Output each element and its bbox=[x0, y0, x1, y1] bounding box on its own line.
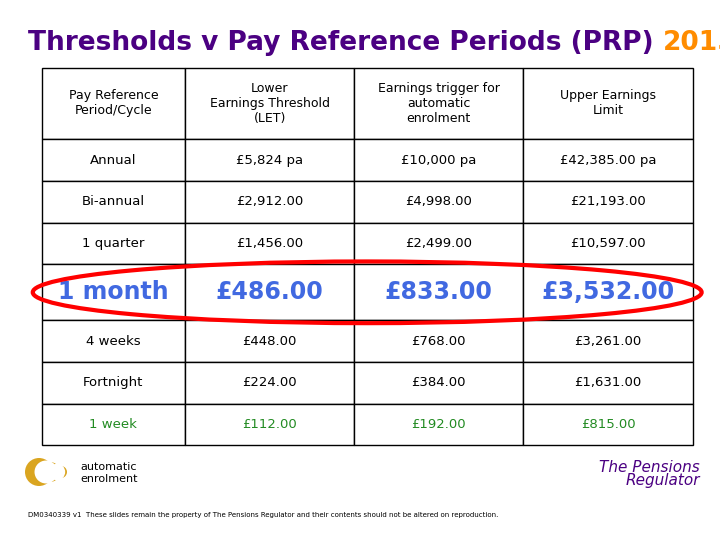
Text: £448.00: £448.00 bbox=[243, 335, 297, 348]
Text: £486.00: £486.00 bbox=[216, 280, 323, 305]
Text: 1 quarter: 1 quarter bbox=[82, 237, 145, 250]
Text: £2,499.00: £2,499.00 bbox=[405, 237, 472, 250]
Text: Lower
Earnings Threshold
(LET): Lower Earnings Threshold (LET) bbox=[210, 82, 330, 125]
Bar bbox=[185, 404, 354, 446]
Text: DM0340339 v1  These slides remain the property of The Pensions Regulator and the: DM0340339 v1 These slides remain the pro… bbox=[28, 512, 498, 518]
Text: 1 week: 1 week bbox=[89, 418, 138, 431]
Text: Regulator: Regulator bbox=[626, 474, 700, 489]
Text: £3,532.00: £3,532.00 bbox=[541, 280, 675, 305]
Bar bbox=[523, 68, 693, 139]
Bar bbox=[354, 222, 523, 265]
Bar bbox=[185, 181, 354, 222]
Bar bbox=[523, 181, 693, 222]
Bar bbox=[354, 181, 523, 222]
Text: Fortnight: Fortnight bbox=[84, 376, 143, 389]
Circle shape bbox=[35, 461, 58, 483]
Bar bbox=[42, 68, 185, 139]
Bar bbox=[354, 362, 523, 404]
Circle shape bbox=[49, 464, 66, 480]
Bar bbox=[185, 320, 354, 362]
Text: £1,631.00: £1,631.00 bbox=[575, 376, 642, 389]
Circle shape bbox=[40, 462, 60, 482]
Text: £224.00: £224.00 bbox=[242, 376, 297, 389]
Text: £384.00: £384.00 bbox=[412, 376, 466, 389]
Text: 4 weeks: 4 weeks bbox=[86, 335, 140, 348]
Text: £21,193.00: £21,193.00 bbox=[570, 195, 646, 208]
Text: £833.00: £833.00 bbox=[385, 280, 492, 305]
Bar bbox=[185, 139, 354, 181]
Text: £4,998.00: £4,998.00 bbox=[405, 195, 472, 208]
Bar bbox=[523, 362, 693, 404]
Text: £42,385.00 pa: £42,385.00 pa bbox=[559, 153, 656, 166]
Bar bbox=[42, 362, 185, 404]
Text: £768.00: £768.00 bbox=[412, 335, 466, 348]
Bar bbox=[42, 404, 185, 446]
Circle shape bbox=[55, 466, 67, 478]
Text: Thresholds v Pay Reference Periods (PRP): Thresholds v Pay Reference Periods (PRP) bbox=[28, 30, 662, 56]
Text: Upper Earnings
Limit: Upper Earnings Limit bbox=[560, 89, 656, 117]
Bar bbox=[354, 265, 523, 320]
Bar bbox=[523, 222, 693, 265]
Bar bbox=[185, 222, 354, 265]
Text: automatic: automatic bbox=[80, 462, 137, 472]
Text: 2015-16: 2015-16 bbox=[662, 30, 720, 56]
Circle shape bbox=[25, 458, 53, 486]
Bar bbox=[42, 139, 185, 181]
Text: £3,261.00: £3,261.00 bbox=[575, 335, 642, 348]
Text: £10,000 pa: £10,000 pa bbox=[401, 153, 477, 166]
Text: £112.00: £112.00 bbox=[242, 418, 297, 431]
Bar bbox=[185, 265, 354, 320]
Text: enrolment: enrolment bbox=[80, 474, 138, 484]
Bar bbox=[42, 181, 185, 222]
Text: £815.00: £815.00 bbox=[581, 418, 635, 431]
Bar bbox=[185, 362, 354, 404]
Text: £10,597.00: £10,597.00 bbox=[570, 237, 646, 250]
Text: £2,912.00: £2,912.00 bbox=[236, 195, 303, 208]
Bar bbox=[42, 320, 185, 362]
Bar bbox=[523, 320, 693, 362]
Bar bbox=[42, 265, 185, 320]
Text: 1 month: 1 month bbox=[58, 280, 168, 305]
Text: Annual: Annual bbox=[90, 153, 137, 166]
Bar bbox=[185, 68, 354, 139]
Bar bbox=[354, 404, 523, 446]
Bar bbox=[42, 222, 185, 265]
Bar bbox=[354, 320, 523, 362]
Text: The Pensions: The Pensions bbox=[599, 460, 700, 475]
Bar bbox=[523, 404, 693, 446]
Bar bbox=[523, 265, 693, 320]
Bar bbox=[354, 139, 523, 181]
Text: £1,456.00: £1,456.00 bbox=[236, 237, 303, 250]
Bar bbox=[523, 139, 693, 181]
Text: Earnings trigger for
automatic
enrolment: Earnings trigger for automatic enrolment bbox=[378, 82, 500, 125]
Text: £192.00: £192.00 bbox=[412, 418, 466, 431]
Text: Bi-annual: Bi-annual bbox=[82, 195, 145, 208]
Text: Pay Reference
Period/Cycle: Pay Reference Period/Cycle bbox=[68, 89, 158, 117]
Bar bbox=[354, 68, 523, 139]
Text: £5,824 pa: £5,824 pa bbox=[236, 153, 303, 166]
